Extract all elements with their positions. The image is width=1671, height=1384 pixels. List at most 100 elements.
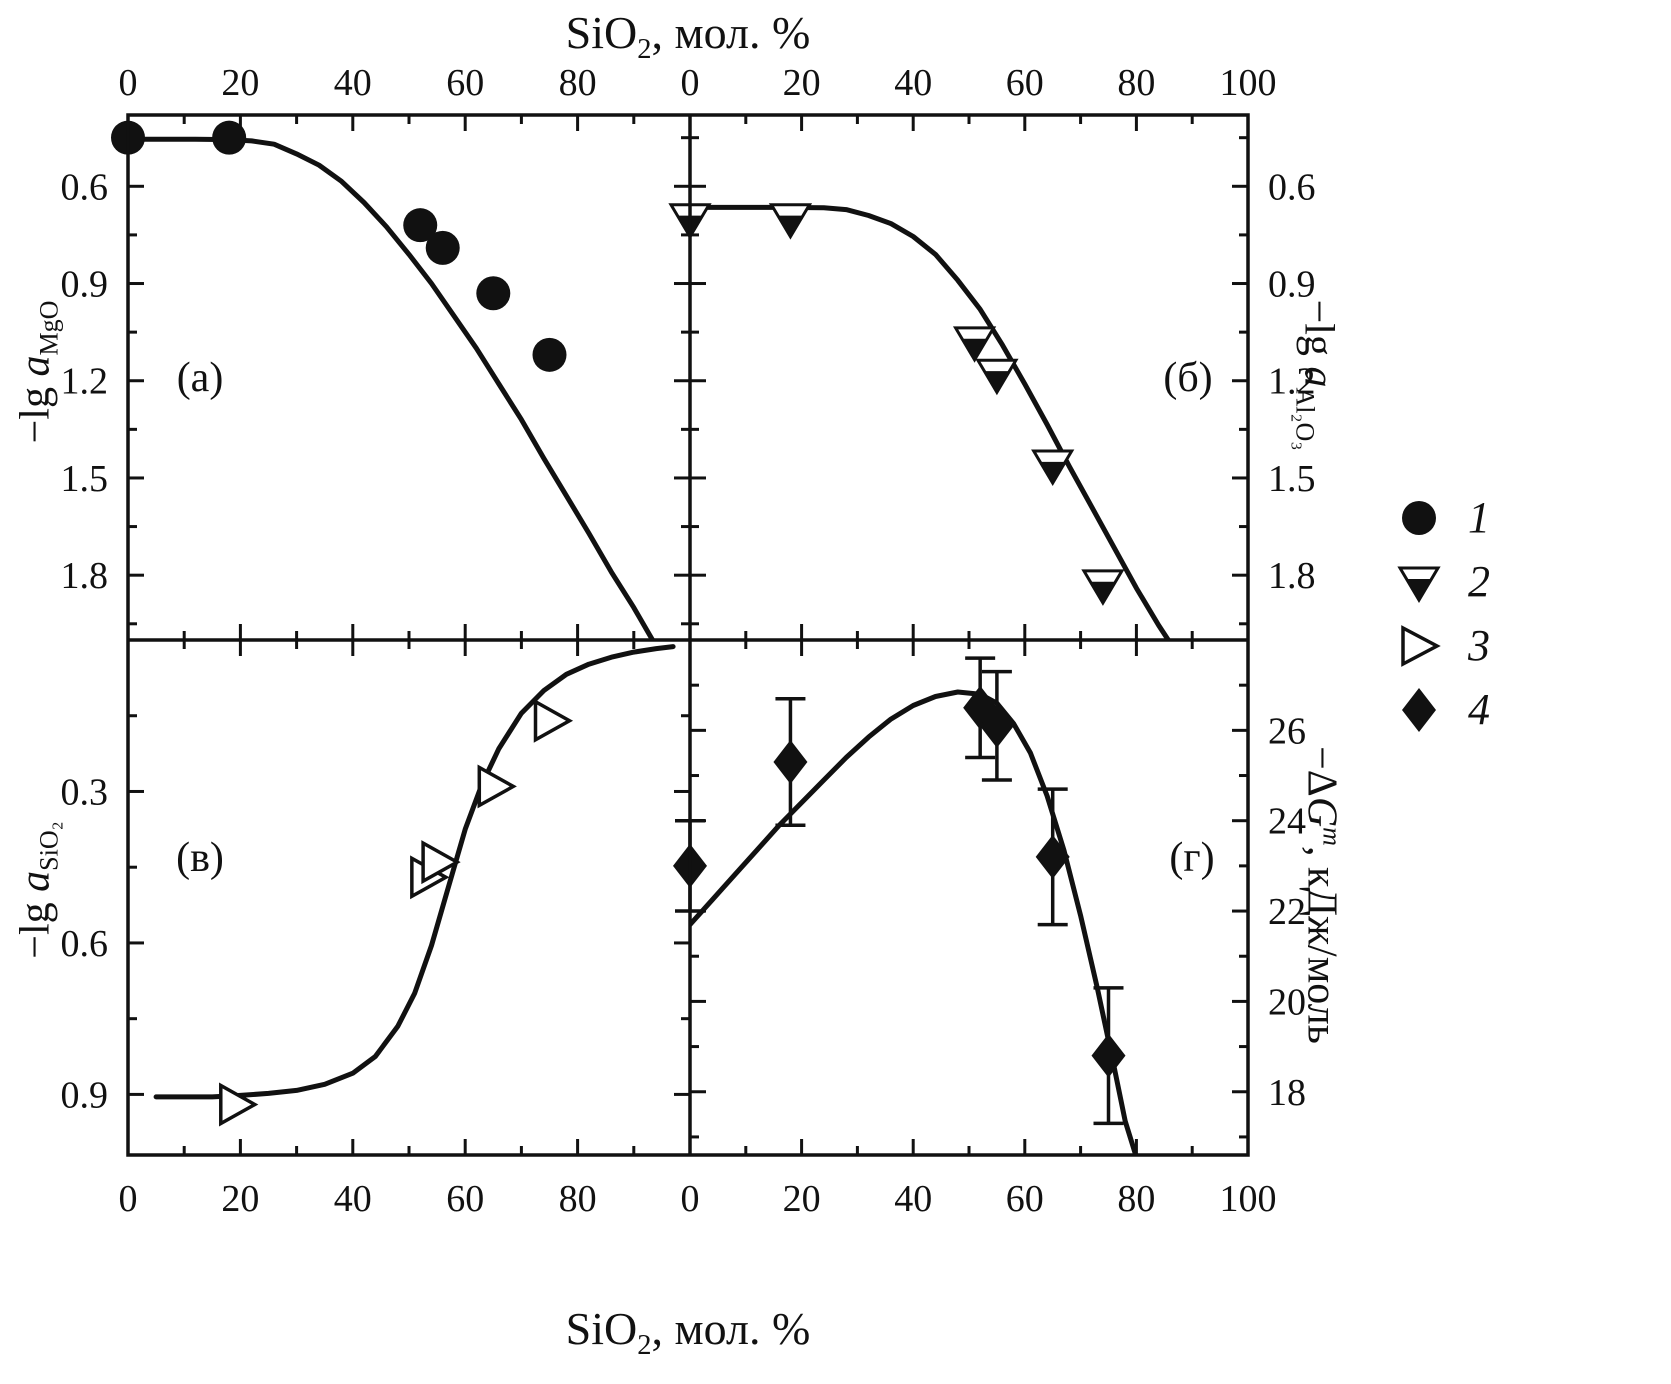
- tick-label: 0.9: [1268, 264, 1316, 306]
- legend-item-2: 2: [1396, 558, 1490, 605]
- x-axis-title-top: SiO2, мол. %: [566, 6, 811, 66]
- tick-label: 40: [334, 62, 372, 104]
- tick-label: 1.5: [61, 458, 109, 500]
- tick-label: 1.8: [61, 555, 109, 597]
- panel-letter-b: (б): [1163, 355, 1213, 401]
- title-text: SiO: [565, 7, 638, 58]
- y-axis-label-mgo: −lg aMgO: [11, 301, 64, 444]
- data-point-circle: [532, 337, 567, 372]
- tick-label: 40: [894, 62, 932, 104]
- title-text: , мол. %: [651, 7, 811, 58]
- data-point-triangle-right: [219, 1082, 259, 1127]
- tick-label: 0.9: [61, 1074, 109, 1116]
- data-point-triangle-down-fill: [1040, 461, 1066, 483]
- label-symbol: a: [12, 870, 59, 892]
- tick-label: 0.6: [61, 166, 109, 208]
- open-right-triangle-marker-icon: [1401, 624, 1441, 667]
- title-sub: 2: [637, 34, 652, 66]
- label-sub: SiO₂: [34, 821, 64, 871]
- tick-label: 0: [119, 1178, 138, 1220]
- title-sub: 2: [637, 1330, 652, 1362]
- tick-label: 60: [446, 1178, 484, 1220]
- data-point-circle: [403, 208, 438, 243]
- filled-diamond-marker-icon: [1402, 687, 1436, 732]
- tick-label: 80: [1117, 62, 1155, 104]
- label-sub: MgO: [34, 300, 64, 356]
- tick-label: 0: [681, 1178, 700, 1220]
- data-point-triangle-right: [533, 698, 574, 743]
- panel-letter-a: (а): [176, 355, 224, 401]
- tick-label: 20: [221, 62, 259, 104]
- model-curve-g: [690, 689, 1139, 1155]
- data-point-diamond: [773, 739, 808, 784]
- legend-item-3: 3: [1396, 622, 1490, 669]
- tick-label: 0.9: [61, 264, 109, 306]
- data-point-triangle-down-fill: [984, 371, 1010, 393]
- model-curve-a: [128, 136, 656, 640]
- panel-v: 0 20 40 60 80 0.3 0.6 0.9: [61, 640, 690, 1220]
- tick-label: 80: [559, 1178, 597, 1220]
- data-point-diamond: [979, 703, 1014, 748]
- tick-label: 0: [119, 62, 138, 104]
- title-text: , мол. %: [651, 1303, 811, 1354]
- label-text: , кДж/моль: [1298, 845, 1345, 1044]
- label-symbol: a: [12, 355, 59, 377]
- label-text: −Δ: [1298, 746, 1345, 797]
- halffilled-down-triangle-marker-icon: [1397, 566, 1441, 603]
- data-point-diamond: [1035, 834, 1070, 879]
- legend: 1 2 3 4: [1396, 494, 1490, 733]
- tick-label: 0.6: [1268, 166, 1316, 208]
- tick-label: 20: [1268, 981, 1306, 1023]
- legend-item-4: 4: [1396, 686, 1490, 733]
- tick-label: 40: [894, 1178, 932, 1220]
- label-sub: Al₂O₃: [1290, 387, 1320, 451]
- legend-label: 2: [1468, 556, 1490, 606]
- tick-label: 24: [1268, 801, 1306, 843]
- model-curve-v: [153, 644, 676, 1100]
- tick-label: 0: [681, 62, 700, 104]
- tick-label: 60: [446, 62, 484, 104]
- data-point-circle: [476, 276, 511, 311]
- legend-label: 4: [1468, 684, 1490, 734]
- x-axis-title-bottom: SiO2, мол. %: [566, 1302, 811, 1362]
- data-point-triangle-down-fill: [962, 338, 988, 360]
- y-axis-label-dg: −ΔGm, кДж/моль: [1298, 746, 1347, 1044]
- y-axis-label-sio2: −lg aSiO₂: [11, 821, 64, 958]
- tick-label: 20: [221, 1178, 259, 1220]
- plot-frame: [126, 113, 1250, 1157]
- tick-label: 60: [1006, 1178, 1044, 1220]
- label-symbol: G: [1298, 796, 1345, 828]
- panel-letter-v: (в): [176, 835, 224, 881]
- title-text: SiO: [565, 1303, 638, 1354]
- tick-label: 18: [1268, 1072, 1306, 1114]
- tick-label: 22: [1268, 891, 1306, 933]
- tick-label: 1.8: [1268, 555, 1316, 597]
- tick-label: 1.2: [61, 361, 109, 403]
- label-symbol: a: [1295, 366, 1342, 388]
- data-point-circle: [212, 120, 247, 155]
- panel-b: 0 20 40 60 80 100 0.6 0.9 1.2 1.5 1.8: [668, 62, 1316, 640]
- legend-label: 1: [1468, 492, 1490, 542]
- tick-label: 1.2: [1268, 361, 1316, 403]
- label-sup: m: [1317, 827, 1347, 846]
- y-axis-label-al2o3: −lg aAl₂O₃: [1289, 300, 1342, 451]
- tick-label: 80: [559, 62, 597, 104]
- data-point-diamond: [1091, 1033, 1126, 1078]
- data-point-circle: [425, 230, 460, 265]
- data-point-triangle-down-fill: [777, 215, 803, 237]
- tick-label: 1.5: [1268, 458, 1316, 500]
- tick-label: 0.6: [61, 923, 109, 965]
- label-text: −lg: [1295, 299, 1342, 367]
- tick-label: 20: [783, 1178, 821, 1220]
- label-text: −lg: [12, 376, 59, 444]
- filled-circle-marker-icon: [1402, 500, 1436, 535]
- tick-label: 60: [1006, 62, 1044, 104]
- legend-item-1: 1: [1396, 494, 1490, 541]
- tick-label: 80: [1117, 1178, 1155, 1220]
- tick-label: 26: [1268, 710, 1306, 752]
- model-curve-b: [690, 204, 1172, 640]
- label-text: −lg: [12, 891, 59, 959]
- panel-a: 0 20 40 60 80 0.6 0.9 1.2 1.5 1.8: [61, 62, 690, 640]
